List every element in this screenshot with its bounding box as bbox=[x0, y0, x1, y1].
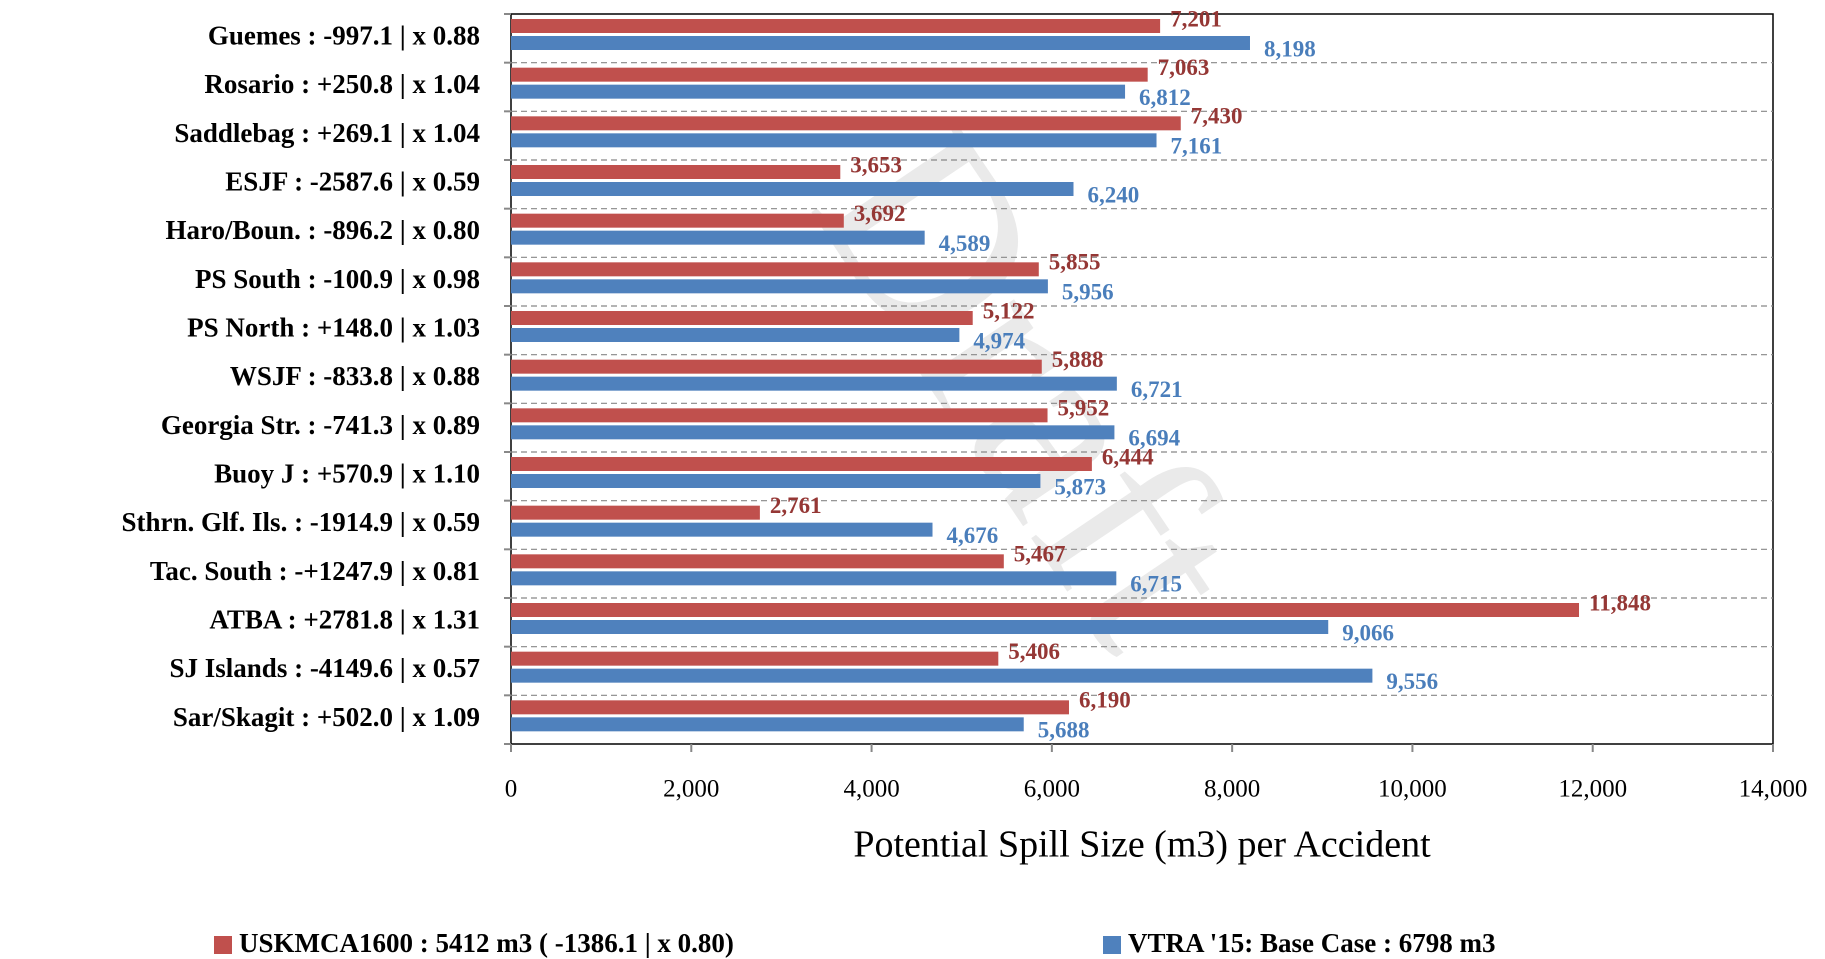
x-axis-title: Potential Spill Size (m3) per Accident bbox=[853, 824, 1431, 866]
bar bbox=[511, 36, 1250, 50]
value-label: 5,956 bbox=[1062, 280, 1114, 305]
value-label: 3,692 bbox=[854, 201, 906, 226]
value-label: 11,848 bbox=[1589, 590, 1651, 615]
category-label: Sar/Skagit : +502.0 | x 1.09 bbox=[173, 702, 480, 732]
bar bbox=[511, 359, 1042, 374]
bar bbox=[511, 279, 1048, 294]
value-label: 8,198 bbox=[1264, 36, 1316, 61]
bar bbox=[511, 133, 1157, 148]
value-label: 5,467 bbox=[1014, 542, 1066, 567]
bar bbox=[511, 603, 1580, 617]
bar bbox=[511, 474, 1041, 488]
bar bbox=[511, 668, 1373, 683]
value-label: 6,444 bbox=[1102, 444, 1154, 469]
bar bbox=[511, 700, 1069, 715]
value-label: 6,715 bbox=[1130, 572, 1182, 597]
category-label: Tac. South : -+1247.9 | x 0.81 bbox=[150, 556, 480, 586]
category-label: WSJF : -833.8 | x 0.88 bbox=[230, 361, 480, 391]
value-label: 6,240 bbox=[1087, 182, 1139, 207]
legend-label: VTRA '15: Base Case : 6798 m3 bbox=[1128, 928, 1495, 958]
bar bbox=[511, 311, 973, 325]
x-tick-label: 8,000 bbox=[1204, 776, 1260, 803]
bar bbox=[511, 67, 1148, 82]
bar bbox=[511, 571, 1117, 586]
bar bbox=[511, 182, 1074, 196]
value-label: 7,161 bbox=[1171, 134, 1223, 159]
value-label: 6,812 bbox=[1139, 85, 1191, 110]
x-tick-label: 10,000 bbox=[1378, 776, 1447, 803]
x-tick-label: 4,000 bbox=[843, 776, 899, 803]
value-label: 6,721 bbox=[1131, 377, 1183, 402]
value-label: 7,201 bbox=[1170, 6, 1222, 31]
x-tick-label: 12,000 bbox=[1558, 776, 1627, 803]
category-label: ATBA : +2781.8 | x 1.31 bbox=[209, 605, 480, 635]
x-tick-label: 2,000 bbox=[663, 776, 719, 803]
value-label: 6,190 bbox=[1079, 688, 1131, 713]
bar bbox=[511, 19, 1161, 33]
value-label: 5,406 bbox=[1008, 639, 1060, 664]
bar bbox=[511, 84, 1126, 99]
value-label: 7,430 bbox=[1191, 104, 1243, 129]
value-label: 7,063 bbox=[1158, 55, 1210, 80]
bar bbox=[511, 620, 1329, 634]
bar bbox=[511, 522, 933, 537]
category-label: Buoy J : +570.9 | x 1.10 bbox=[214, 459, 480, 489]
value-label: 2,761 bbox=[770, 493, 822, 518]
legend-swatch bbox=[214, 936, 232, 954]
bar bbox=[511, 651, 999, 666]
bar bbox=[511, 457, 1092, 471]
bar bbox=[511, 717, 1024, 732]
value-label: 4,974 bbox=[973, 328, 1025, 353]
legend-label: USKMCA1600 : 5412 m3 ( -1386.1 | x 0.80) bbox=[239, 928, 734, 958]
value-label: 3,653 bbox=[850, 152, 902, 177]
category-label: Georgia Str. : -741.3 | x 0.89 bbox=[161, 410, 480, 440]
category-label: PS North : +148.0 | x 1.03 bbox=[187, 313, 480, 343]
category-label: Sthrn. Glf. Ils. : -1914.9 | x 0.59 bbox=[122, 507, 480, 537]
value-label: 9,066 bbox=[1342, 620, 1394, 645]
value-label: 5,873 bbox=[1054, 474, 1106, 499]
bar bbox=[511, 376, 1117, 391]
bar bbox=[511, 230, 925, 245]
value-label: 6,694 bbox=[1128, 426, 1180, 451]
x-tick-label: 14,000 bbox=[1739, 776, 1808, 803]
value-label: 4,589 bbox=[939, 231, 991, 256]
category-label: Haro/Boun. : -896.2 | x 0.80 bbox=[166, 215, 480, 245]
category-label: ESJF : -2587.6 | x 0.59 bbox=[225, 167, 480, 197]
bar bbox=[511, 165, 841, 179]
category-label: Saddlebag : +269.1 | x 1.04 bbox=[174, 118, 480, 148]
value-label: 5,855 bbox=[1049, 250, 1101, 275]
bar bbox=[511, 554, 1004, 569]
bar bbox=[511, 116, 1181, 131]
bar bbox=[511, 408, 1048, 423]
legend-swatch bbox=[1103, 936, 1121, 954]
value-label: 5,688 bbox=[1038, 718, 1090, 743]
value-label: 4,676 bbox=[947, 523, 999, 548]
value-label: 5,952 bbox=[1058, 396, 1110, 421]
value-label: 5,888 bbox=[1052, 347, 1104, 372]
bar bbox=[511, 505, 760, 520]
bar bbox=[511, 425, 1115, 440]
bar bbox=[511, 213, 844, 228]
category-label: Guemes : -997.1 | x 0.88 bbox=[208, 21, 480, 51]
x-tick-label: 6,000 bbox=[1024, 776, 1080, 803]
value-label: 5,122 bbox=[983, 298, 1035, 323]
category-label: Rosario : +250.8 | x 1.04 bbox=[204, 69, 480, 99]
bar bbox=[511, 262, 1039, 277]
x-tick-label: 0 bbox=[505, 776, 518, 803]
value-label: 9,556 bbox=[1386, 669, 1438, 694]
bar bbox=[511, 328, 960, 342]
category-label: SJ Islands : -4149.6 | x 0.57 bbox=[170, 653, 481, 683]
category-label: PS South : -100.9 | x 0.98 bbox=[195, 264, 480, 294]
